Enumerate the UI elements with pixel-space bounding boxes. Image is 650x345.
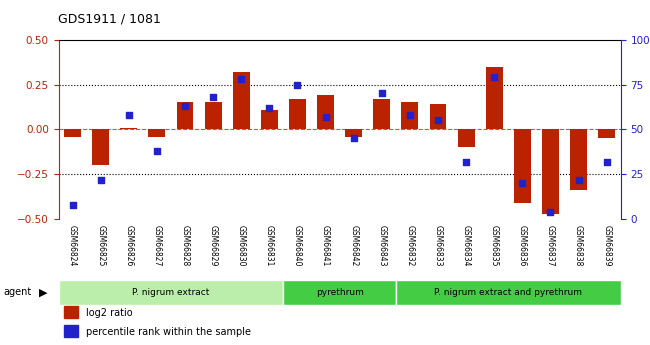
Text: GSM66827: GSM66827 xyxy=(152,226,161,267)
Bar xyxy=(570,129,587,190)
Text: GSM66840: GSM66840 xyxy=(293,226,302,267)
Text: GSM66841: GSM66841 xyxy=(321,226,330,267)
Point xyxy=(573,177,584,183)
Bar xyxy=(373,99,390,129)
Text: GSM66828: GSM66828 xyxy=(181,226,190,267)
Text: GSM66835: GSM66835 xyxy=(489,226,499,267)
Bar xyxy=(64,306,77,318)
Point xyxy=(68,202,78,207)
Point xyxy=(292,82,303,87)
Text: pyrethrum: pyrethrum xyxy=(316,288,363,297)
Bar xyxy=(64,325,77,337)
Bar xyxy=(345,129,362,137)
Bar xyxy=(233,72,250,129)
Bar xyxy=(542,129,559,214)
Text: GSM66834: GSM66834 xyxy=(462,226,471,267)
Bar xyxy=(402,102,419,129)
Bar xyxy=(514,129,531,203)
Text: GSM66826: GSM66826 xyxy=(124,226,133,267)
Text: GSM66833: GSM66833 xyxy=(434,226,443,267)
Point xyxy=(320,114,331,120)
Text: GSM66825: GSM66825 xyxy=(96,226,105,267)
Point xyxy=(348,136,359,141)
Point xyxy=(489,75,499,80)
Text: percentile rank within the sample: percentile rank within the sample xyxy=(86,327,251,336)
Text: GSM66843: GSM66843 xyxy=(377,226,386,267)
Bar xyxy=(598,129,615,138)
Text: P. nigrum extract: P. nigrum extract xyxy=(132,288,210,297)
Bar xyxy=(430,104,447,129)
Bar xyxy=(120,128,137,129)
Bar xyxy=(458,129,474,147)
Bar xyxy=(289,99,306,129)
Text: GSM66824: GSM66824 xyxy=(68,226,77,267)
Point xyxy=(264,105,274,111)
Bar xyxy=(148,129,165,137)
Point xyxy=(545,209,556,215)
FancyBboxPatch shape xyxy=(396,280,621,305)
Text: agent: agent xyxy=(3,287,31,297)
Bar xyxy=(486,67,502,129)
Text: GSM66839: GSM66839 xyxy=(602,226,611,267)
Bar xyxy=(177,102,194,129)
Point xyxy=(601,159,612,165)
Text: GSM66836: GSM66836 xyxy=(518,226,527,267)
Point xyxy=(517,180,528,186)
Bar xyxy=(317,95,334,129)
Bar xyxy=(261,110,278,129)
Point xyxy=(151,148,162,154)
Bar xyxy=(92,129,109,165)
Point xyxy=(208,94,218,100)
Bar xyxy=(205,102,222,129)
Text: GSM66832: GSM66832 xyxy=(406,226,415,267)
Text: GSM66838: GSM66838 xyxy=(574,226,583,267)
Text: P. nigrum extract and pyrethrum: P. nigrum extract and pyrethrum xyxy=(434,288,582,297)
Bar xyxy=(64,129,81,137)
Point xyxy=(405,112,415,118)
Text: GDS1911 / 1081: GDS1911 / 1081 xyxy=(58,13,161,26)
Point xyxy=(236,76,246,82)
FancyBboxPatch shape xyxy=(283,280,396,305)
Text: GSM66842: GSM66842 xyxy=(349,226,358,267)
Text: GSM66830: GSM66830 xyxy=(237,226,246,267)
Point xyxy=(180,103,190,109)
Text: log2 ratio: log2 ratio xyxy=(86,308,133,317)
FancyBboxPatch shape xyxy=(58,280,283,305)
Text: GSM66829: GSM66829 xyxy=(209,226,218,267)
Text: GSM66831: GSM66831 xyxy=(265,226,274,267)
Text: GSM66837: GSM66837 xyxy=(546,226,555,267)
Point xyxy=(96,177,106,183)
Point xyxy=(433,118,443,123)
Point xyxy=(376,91,387,96)
Point xyxy=(124,112,134,118)
Text: ▶: ▶ xyxy=(39,287,47,297)
Point xyxy=(461,159,471,165)
